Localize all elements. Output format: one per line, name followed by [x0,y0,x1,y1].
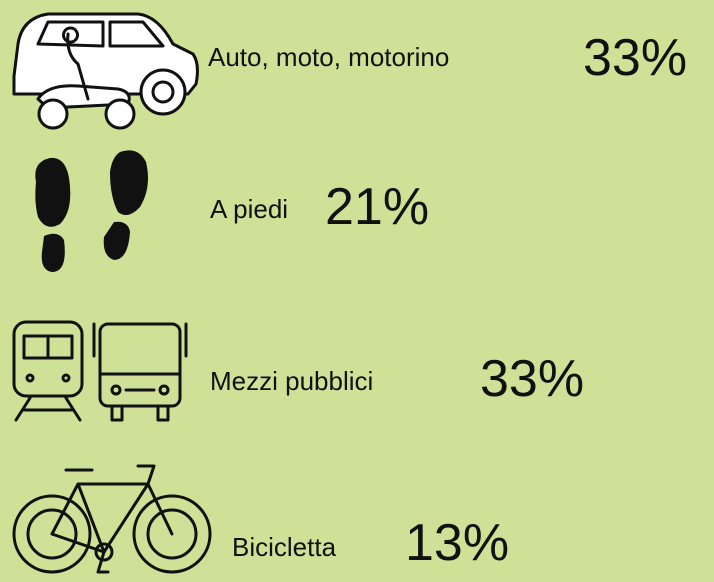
infographic: {"items": [ {"label": "Auto, moto, motor… [0,0,714,582]
item-label: Bicicletta [232,532,336,563]
item-value: 21% [325,177,429,237]
bicycle-icon [8,462,218,580]
car-scooter-icon [8,4,203,132]
transit-icon [8,316,188,426]
item-label: Mezzi pubblici [210,366,373,397]
item-value: 13% [405,513,509,573]
item-value: 33% [583,28,687,88]
item-value: 33% [480,349,584,409]
item-label: A piedi [210,194,288,225]
footprints-icon [28,142,163,277]
item-label: Auto, moto, motorino [208,42,449,73]
